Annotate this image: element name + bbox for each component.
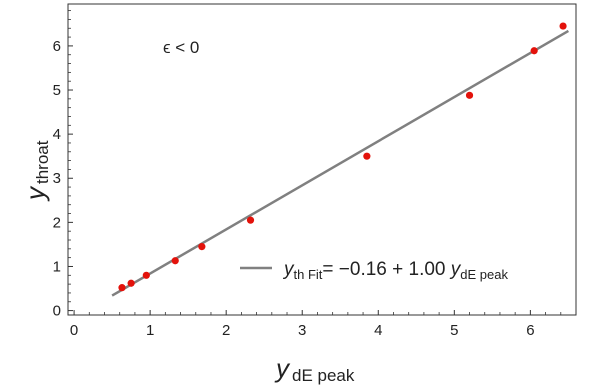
x-axis-title: y dE peak [274, 353, 355, 385]
data-point [530, 47, 538, 55]
fit-line [111, 29, 570, 297]
y-tick-label: 0 [53, 303, 61, 320]
y-tick-label: 5 [53, 82, 61, 99]
data-point [118, 284, 126, 292]
y-axis-title: ythroat [20, 140, 52, 202]
legend-label: yth Fit= −0.16 + 1.00 ydE peak [282, 259, 508, 282]
data-point [198, 243, 206, 251]
annotation-epsilon: ϵ < 0 [163, 38, 199, 57]
x-tick-label: 6 [526, 322, 534, 339]
x-axis-ticks: 0 1 2 3 4 5 6 [70, 310, 577, 339]
legend: yth Fit= −0.16 + 1.00 ydE peak [240, 259, 508, 282]
x-tick-label: 2 [222, 322, 230, 339]
data-point [363, 152, 371, 160]
data-point [171, 257, 179, 265]
data-point [142, 271, 150, 279]
plot-frame [67, 3, 577, 316]
fit-line-layer [111, 29, 570, 297]
x-tick-label: 0 [70, 322, 78, 339]
y-tick-label: 3 [53, 170, 61, 187]
data-point [127, 279, 135, 287]
x-tick-label: 3 [298, 322, 306, 339]
y-tick-label: 6 [53, 38, 61, 55]
y-axis-ticks: 0 1 2 3 4 5 6 [53, 10, 73, 320]
y-tick-label: 1 [53, 258, 61, 275]
y-tick-label: 2 [53, 214, 61, 231]
x-tick-label: 4 [374, 322, 382, 339]
data-points-layer [118, 22, 567, 292]
data-point [246, 216, 255, 224]
data-point [465, 91, 474, 99]
x-tick-label: 1 [146, 322, 154, 339]
data-point [559, 22, 567, 30]
y-tick-label: 4 [53, 126, 61, 143]
x-tick-label: 5 [450, 322, 458, 339]
